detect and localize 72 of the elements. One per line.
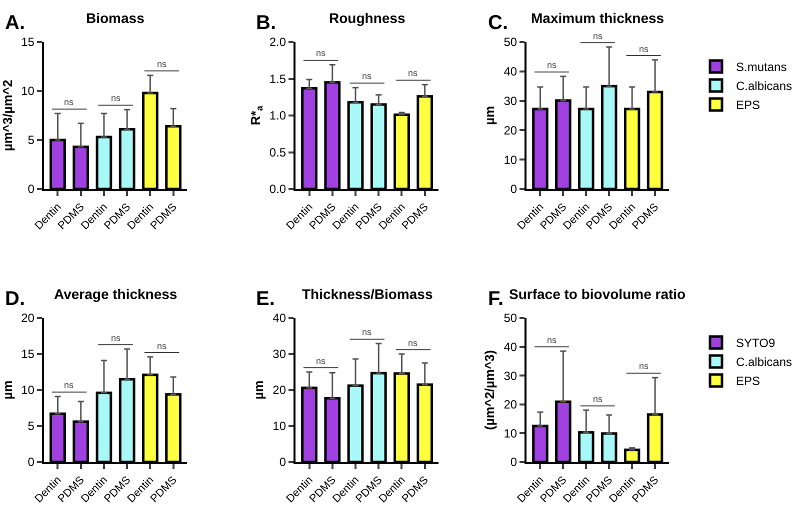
annotation: ns <box>639 44 650 54</box>
y-tick-label: 0 <box>510 455 518 470</box>
legend-label: SYTO9 <box>736 336 776 350</box>
annotation: ns <box>547 335 558 345</box>
y-axis-title: µm <box>0 380 15 400</box>
y-tick-label: 10 <box>21 383 35 398</box>
y-tick-label: 50 <box>504 35 518 50</box>
annotation: ns <box>408 68 418 78</box>
text: D. <box>5 288 25 310</box>
chart-title: Biomass <box>86 10 145 26</box>
legend-label: C.albicans <box>736 355 792 370</box>
chart-title: Maximum thickness <box>531 10 664 26</box>
chart-title: Roughness <box>329 10 406 26</box>
y-tick-label: 1.5 <box>269 72 286 86</box>
chart-title: Surface to biovolume ratio <box>509 286 686 302</box>
annotation: ns <box>547 60 558 70</box>
y-tick-label: 5 <box>28 133 35 148</box>
legend-label: S.mutans <box>736 60 787 74</box>
annotation: ns <box>64 97 74 107</box>
y-tick-label: 0 <box>28 455 35 470</box>
y-tick-label: 30 <box>272 347 286 362</box>
y-tick-label: 40 <box>504 64 518 79</box>
y-tick-label: 10 <box>504 152 518 167</box>
legend-label: EPS <box>736 374 760 388</box>
y-tick-label: 0.5 <box>269 145 286 160</box>
annotation: ns <box>111 93 122 103</box>
text: E. <box>256 288 275 310</box>
annotation: ns <box>639 361 650 371</box>
y-tick-label: 20 <box>272 383 286 398</box>
y-tick-label: 10 <box>21 84 35 98</box>
annotation: ns <box>316 356 326 366</box>
annotation: ns <box>593 394 604 404</box>
text: B. <box>256 12 276 34</box>
text: A. <box>5 12 25 34</box>
y-tick-label: 5 <box>28 419 35 434</box>
y-tick-label: 0 <box>279 455 286 470</box>
chart-title: Thickness/Biomass <box>302 286 433 302</box>
text: C. <box>488 12 508 34</box>
y-axis-title: (µm^2/µm^3) <box>482 350 498 430</box>
legend-label: C.albicans <box>736 79 792 94</box>
y-tick-label: 15 <box>21 347 35 362</box>
y-tick-label: 20 <box>21 311 35 326</box>
y-tick-label: 10 <box>504 426 518 440</box>
y-axis-title: µm^3/µm^2 <box>0 80 15 152</box>
annotation: ns <box>408 338 418 348</box>
chart-title: Average thickness <box>54 286 178 302</box>
y-tick-label: 2.0 <box>269 35 286 50</box>
y-tick-label: 30 <box>504 94 518 108</box>
annotation: ns <box>157 59 168 69</box>
annotation: ns <box>64 380 74 390</box>
legend-label: EPS <box>736 98 760 112</box>
y-tick-label: 15 <box>21 35 35 50</box>
annotation: ns <box>157 341 168 351</box>
y-tick-label: 20 <box>504 398 518 412</box>
y-tick-label: 40 <box>272 311 286 326</box>
annotation: ns <box>362 71 372 81</box>
y-tick-label: 30 <box>504 368 518 383</box>
y-tick-label: 20 <box>504 123 518 138</box>
y-tick-label: 0.0 <box>269 182 286 196</box>
y-tick-label: 40 <box>504 340 518 354</box>
y-axis-title: µm <box>482 106 498 126</box>
y-axis-title: µm <box>251 380 266 400</box>
y-tick-label: 1.0 <box>269 108 286 123</box>
y-tick-label: 50 <box>504 311 518 326</box>
annotation: ns <box>111 333 122 343</box>
annotation: ns <box>316 48 326 58</box>
y-tick-label: 10 <box>272 419 286 434</box>
y-tick-label: 0 <box>510 182 518 196</box>
annotation: ns <box>362 327 372 337</box>
text: ns <box>593 31 604 41</box>
text: F. <box>488 288 504 310</box>
y-tick-label: 0 <box>28 182 35 196</box>
